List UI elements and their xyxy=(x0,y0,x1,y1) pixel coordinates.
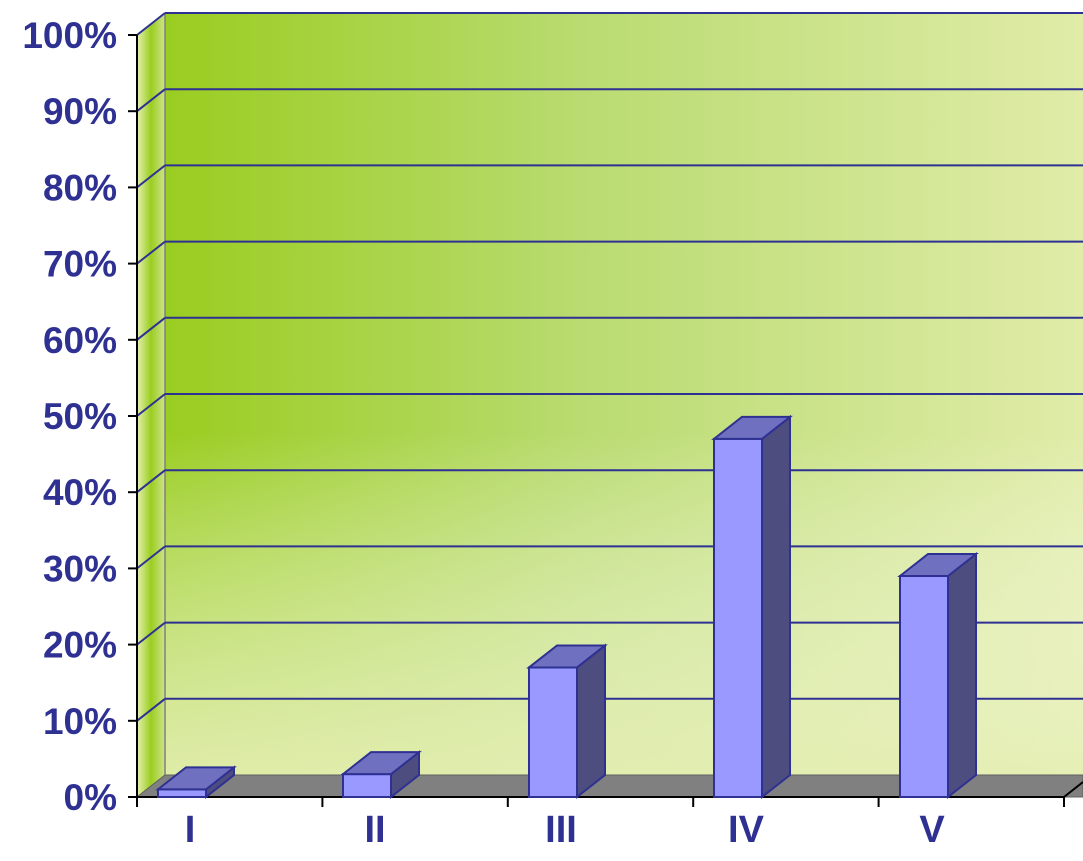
x-tick-label: V xyxy=(919,809,945,851)
gridline-diagonal xyxy=(136,164,166,189)
x-axis-depth-line xyxy=(1063,781,1083,798)
y-tick-label: 60% xyxy=(43,320,117,361)
gridline-diagonal xyxy=(136,545,166,570)
bar-front xyxy=(713,437,763,798)
x-tick-label: III xyxy=(545,809,577,851)
gridline-diagonal xyxy=(136,12,166,36)
y-tick-label: 20% xyxy=(43,625,117,666)
gridline-diagonal xyxy=(136,317,166,341)
gridline-diagonal xyxy=(136,698,166,722)
bar-top xyxy=(526,644,608,669)
y-tick-label: 50% xyxy=(43,396,117,437)
gridline-diagonal xyxy=(136,621,166,646)
y-tick-label: 100% xyxy=(22,15,117,56)
bar-front xyxy=(528,666,578,799)
y-tick-label: 30% xyxy=(43,548,117,589)
bar-front xyxy=(342,773,392,799)
bar xyxy=(155,765,237,800)
y-tick-label: 80% xyxy=(43,167,117,208)
bar xyxy=(526,643,608,800)
bar-side xyxy=(761,414,791,800)
bar-top xyxy=(155,766,237,791)
bar-front xyxy=(157,788,207,799)
bar-top xyxy=(711,415,793,440)
y-tick-label: 70% xyxy=(43,244,117,285)
y-axis-tick-labels: 0% 10% 20% 30% 40% 50% 60% 70% 80% 90% 100% xyxy=(22,15,117,818)
x-tick-label: II xyxy=(364,809,385,851)
bar xyxy=(340,750,422,800)
gridline-diagonal xyxy=(136,240,166,265)
y-tick-label: 0% xyxy=(64,777,117,818)
bar-top xyxy=(340,751,422,776)
bar-front xyxy=(899,575,949,799)
bars xyxy=(155,414,979,800)
y-tick-label: 10% xyxy=(43,701,117,742)
x-tick-label: IV xyxy=(728,809,765,851)
gridline-diagonal xyxy=(136,393,166,417)
y-tick-label: 40% xyxy=(43,472,117,513)
gridline-diagonal xyxy=(136,469,166,493)
bar xyxy=(897,551,979,800)
x-tick-label: I xyxy=(185,809,196,851)
x-axis-tick-labels: I II III IV V xyxy=(185,809,946,851)
bar-side xyxy=(947,551,977,800)
y-tick-label: 90% xyxy=(43,91,117,132)
bar xyxy=(711,414,793,800)
gridline-diagonal xyxy=(136,88,166,112)
bar-side xyxy=(576,643,606,800)
bar-top xyxy=(897,553,979,578)
